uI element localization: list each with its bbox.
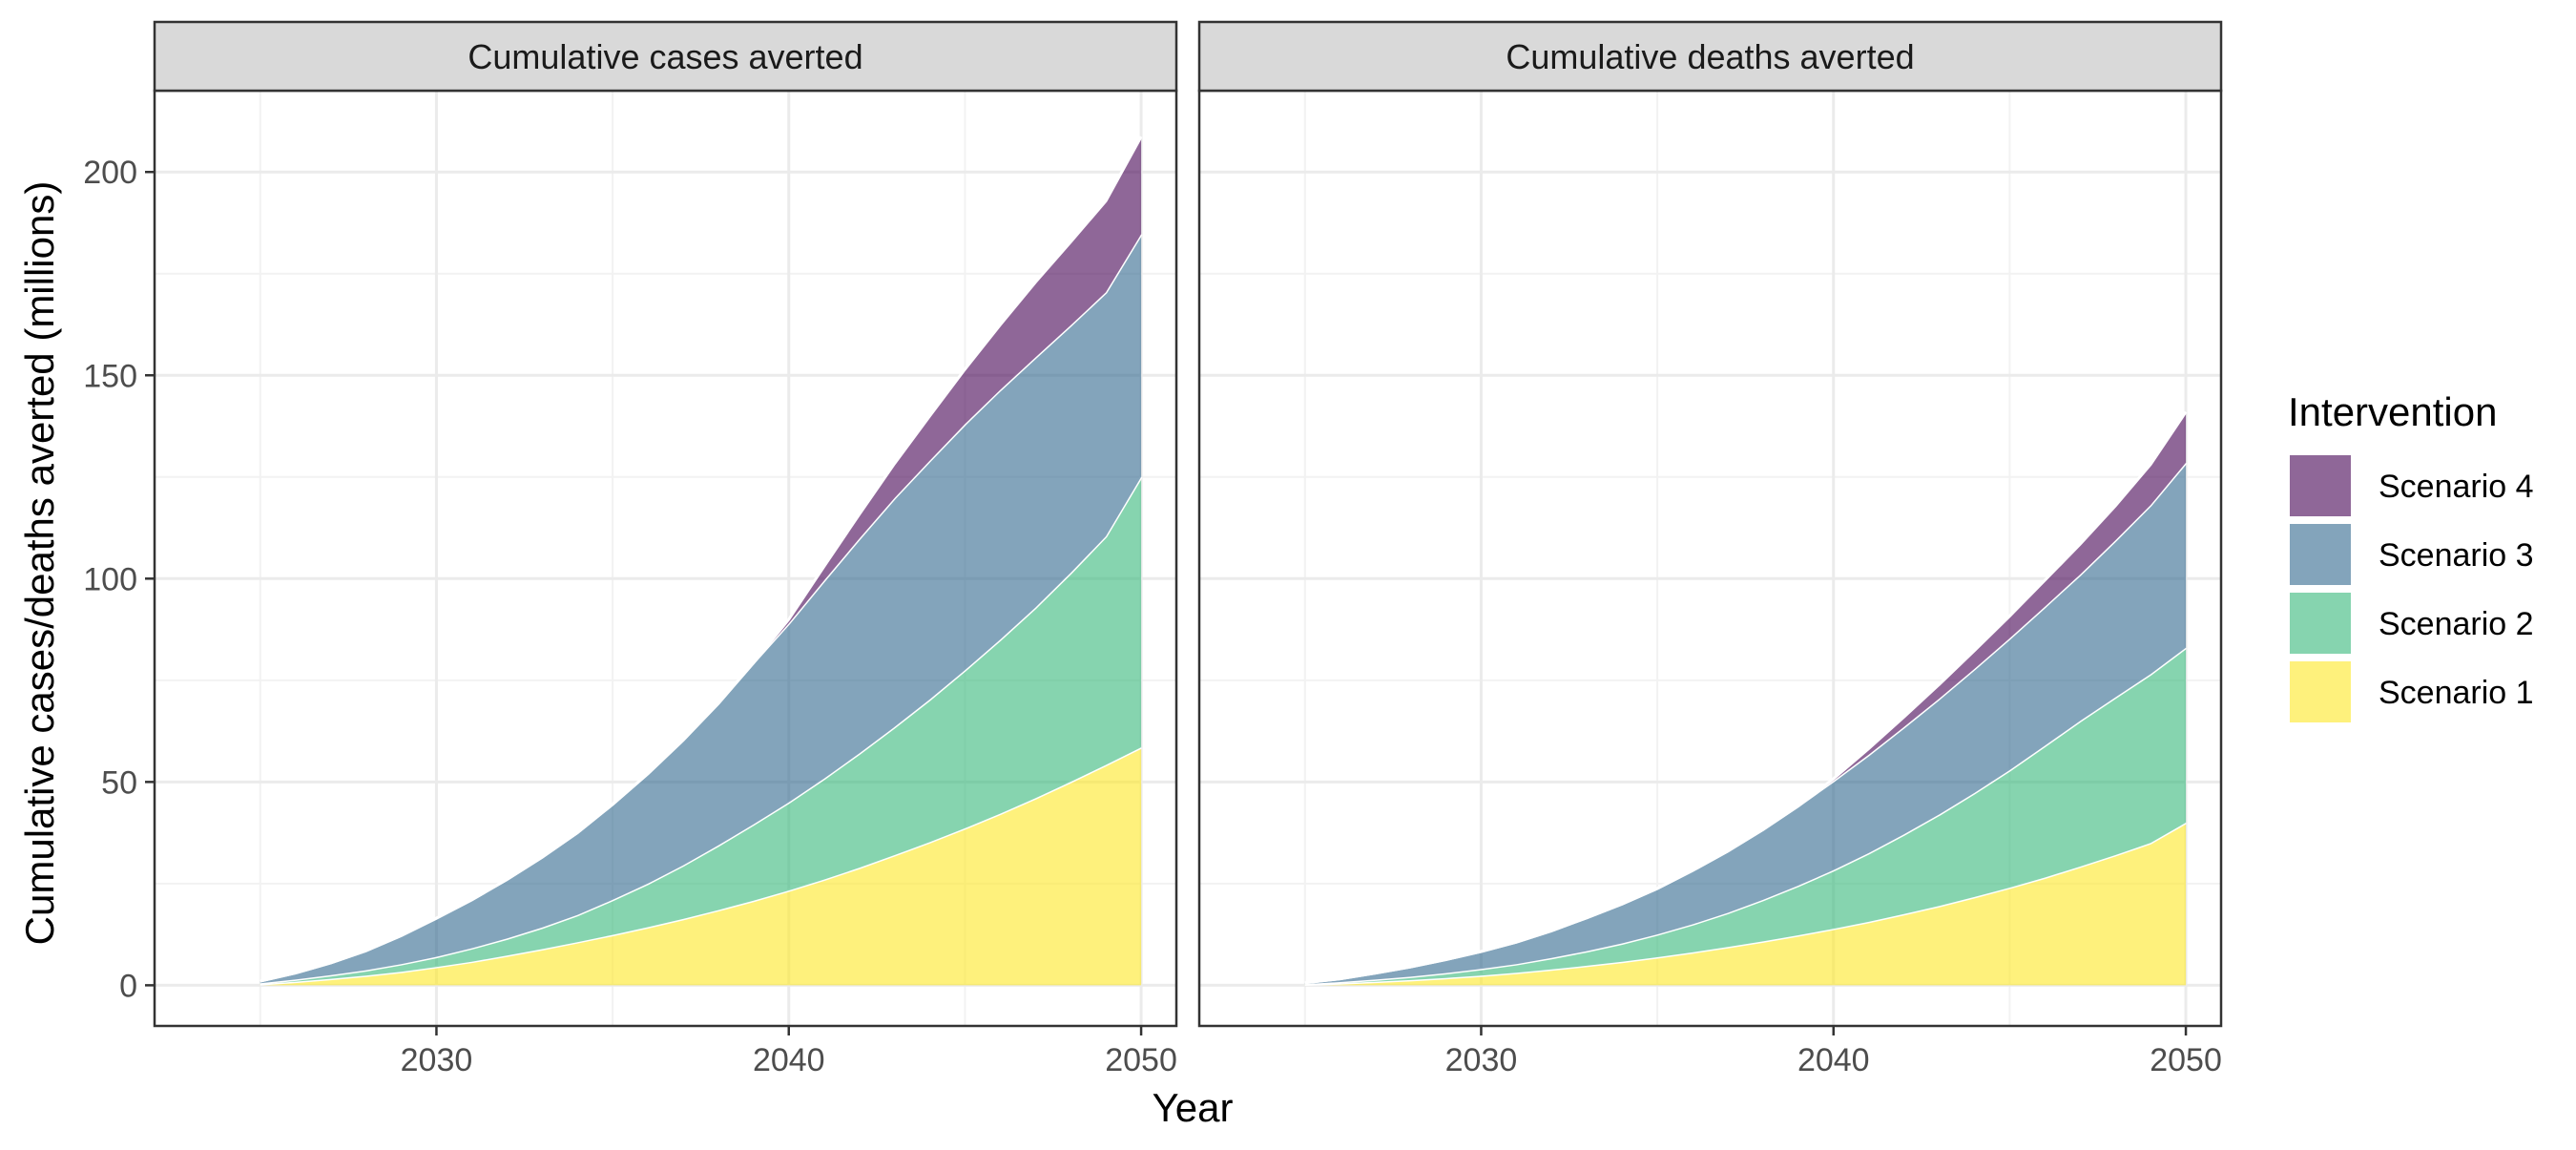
legend-title: Intervention: [2288, 389, 2497, 434]
area-outline-scenario-4: [260, 136, 1143, 983]
x-tick-label: 2040: [1797, 1042, 1870, 1078]
y-tick-label: 200: [83, 155, 137, 191]
y-tick-label: 150: [83, 358, 137, 394]
legend-label: Scenario 3: [2379, 537, 2534, 574]
area-scenario-1: [1304, 823, 2187, 986]
y-tick-label: 100: [83, 561, 137, 597]
x-tick-label: 2050: [1105, 1042, 1177, 1078]
area-outline-scenario-4: [1304, 410, 2188, 985]
legend-swatch: [2290, 661, 2351, 722]
area-scenario-1: [260, 747, 1142, 986]
area-series-group: [260, 136, 1143, 986]
legend-swatch: [2290, 593, 2351, 654]
legend-label: Scenario 4: [2379, 469, 2534, 505]
legend-swatch: [2290, 524, 2351, 585]
area-scenario-3: [260, 234, 1142, 984]
panel-1: Cumulative cases averted 2030 2040 2050 0 50 1…: [83, 20, 1178, 1078]
x-axis-title: Year: [1153, 1085, 1234, 1130]
facet-strip: [1197, 20, 2223, 93]
y-tick-label: 50: [101, 764, 137, 801]
y-tick-label: 0: [119, 968, 137, 1004]
legend-label: Scenario 2: [2379, 606, 2534, 642]
legend: Intervention Scenario 4 Scenario 3 Scenario…: [2288, 389, 2534, 722]
x-tick-label: 2050: [2150, 1042, 2222, 1078]
facet-strip: [153, 20, 1178, 93]
area-scenario-2: [260, 476, 1142, 985]
y-axis-title: Cumulative cases/deaths averted (million…: [17, 181, 62, 946]
area-scenario-2: [1304, 647, 2187, 985]
area-series-group: [1304, 410, 2188, 986]
area-scenario-3: [1304, 462, 2187, 985]
x-tick-label: 2040: [753, 1042, 825, 1078]
legend-swatch: [2290, 455, 2351, 516]
x-tick-label: 2030: [1445, 1042, 1518, 1078]
x-tick-label: 2030: [401, 1042, 473, 1078]
facet-strip-title: Cumulative deaths averted: [1506, 37, 1914, 76]
legend-label: Scenario 1: [2379, 675, 2534, 711]
panel-2: Cumulative deaths averted 2030 2040 2050: [1197, 20, 2223, 1078]
facet-strip-title: Cumulative cases averted: [467, 37, 862, 76]
